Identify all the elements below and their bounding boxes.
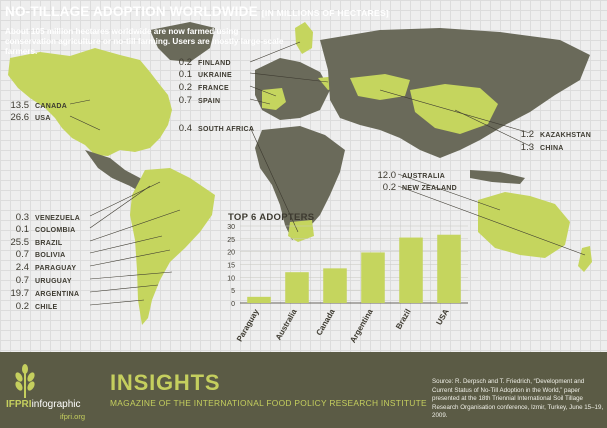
label-australia: 12.0 AUSTRALIA	[377, 170, 446, 181]
brand-wordmark: IFPRIinfographic	[6, 399, 81, 410]
bar-canada	[323, 268, 347, 303]
x-tick-label: Australia	[274, 307, 299, 342]
y-tick-label: 15	[227, 263, 235, 270]
label-south-africa: 0.4 SOUTH AFRICA	[178, 123, 255, 134]
y-tick-label: 25	[227, 237, 235, 244]
bar-argentina	[361, 252, 385, 303]
label-finland: 0.2 FINLAND	[178, 57, 231, 68]
y-tick-label: 0	[231, 301, 235, 308]
africa-shape	[255, 126, 345, 240]
spain-france-shape	[262, 88, 286, 110]
australia-shape	[478, 192, 570, 258]
site-link[interactable]: ifpri.org	[60, 412, 86, 421]
label-colombia: 0.1 COLOMBIA	[15, 224, 76, 235]
south-africa-shape	[288, 220, 314, 242]
source-note: Source: R. Derpsch and T. Friedrich, “De…	[432, 378, 604, 420]
label-new-zealand: 0.2 NEW ZEALAND	[382, 182, 458, 193]
intro-text: About 105 million hectares worldwide are…	[5, 27, 284, 56]
x-tick-label: Canada	[314, 307, 337, 337]
wheat-logo-icon	[15, 364, 35, 398]
bar-paraguay	[247, 296, 271, 303]
bar-usa	[437, 234, 461, 303]
y-tick-label: 30	[227, 224, 235, 231]
label-chile: 0.2 CHILE	[15, 301, 58, 312]
label-uruguay: 0.7 URUGUAY	[15, 275, 72, 286]
magazine-subtitle: MAGAZINE OF THE INTERNATIONAL FOOD POLIC…	[110, 398, 427, 408]
label-spain: 0.7 SPAIN	[178, 95, 221, 106]
kazakhstan-shape	[350, 74, 410, 100]
x-tick-label: Paraguay	[235, 307, 261, 343]
finland-shape	[295, 22, 313, 54]
label-venezuela: 0.3 VENEZUELA	[15, 212, 81, 223]
footer	[0, 352, 607, 428]
page-title: NO-TILLAGE ADOPTION WORLDWIDE [IN MILLION…	[5, 4, 390, 19]
title-unit: [IN MILLIONS OF HECTARES]	[261, 8, 390, 18]
label-france: 0.2 FRANCE	[178, 82, 229, 93]
chart-title: TOP 6 ADOPTERS	[228, 212, 315, 223]
bar-australia	[285, 272, 309, 303]
label-canada: 13.5 CANADA	[10, 100, 68, 111]
label-bolivia: 0.7 BOLIVIA	[15, 249, 66, 260]
y-tick-label: 5	[231, 288, 235, 295]
canada-usa-shape	[8, 48, 172, 156]
indonesia-shape	[470, 170, 525, 184]
label-usa: 26.6 USA	[10, 112, 51, 123]
label-china: 1.3 CHINA	[520, 142, 564, 153]
label-paraguay: 2.4 PARAGUAY	[15, 262, 77, 273]
bar-brazil	[399, 237, 423, 303]
x-tick-label: Brazil	[394, 308, 413, 331]
china-shape	[410, 84, 498, 134]
y-tick-label: 20	[227, 250, 235, 257]
y-tick-label: 10	[227, 275, 235, 282]
label-argentina: 19.7 ARGENTINA	[10, 288, 80, 299]
x-tick-label: Argentina	[348, 307, 375, 344]
top-adopters-chart: 0 5 10 15 20 25 30 Paraguay Australia Canada Arge…	[227, 224, 468, 344]
new-zealand-shape	[578, 246, 592, 272]
x-tick-label: USA	[434, 307, 450, 326]
label-brazil: 25.5 BRAZIL	[10, 237, 63, 248]
mexico-shape	[85, 150, 150, 195]
insights-heading: INSIGHTS	[110, 370, 221, 395]
greenland-shape	[150, 22, 215, 62]
label-ukraine: 0.1 UKRAINE	[178, 69, 232, 80]
label-kazakhstan: 1.2 KAZAKHSTAN	[520, 129, 592, 140]
